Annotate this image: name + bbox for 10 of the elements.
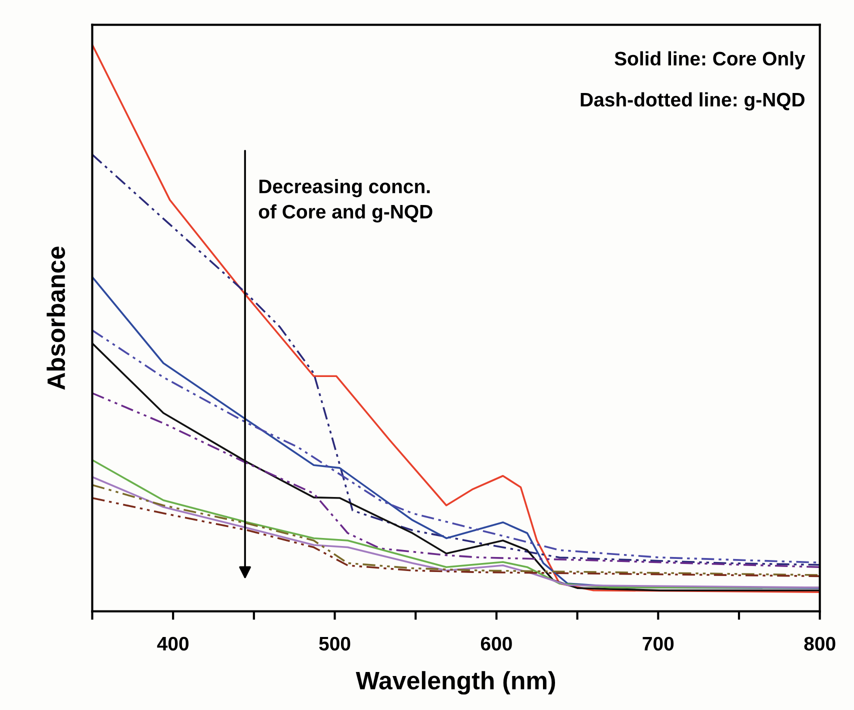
x-tick-label: 700 xyxy=(642,636,674,651)
annotation: Solid line: Core Only xyxy=(614,51,806,70)
x-tick-label: 400 xyxy=(157,636,189,651)
annotation: Decreasing concn. of Core and g-NQD xyxy=(258,179,432,223)
annotation: Dash-dotted line: g-NQD xyxy=(580,92,804,111)
x-tick-label: 500 xyxy=(319,636,350,651)
y-axis-title: Absorbance xyxy=(46,246,66,390)
x-tick-label: 600 xyxy=(480,636,512,651)
x-tick-label: 800 xyxy=(804,636,836,651)
x-axis-title: Wavelength (nm) xyxy=(356,671,556,695)
